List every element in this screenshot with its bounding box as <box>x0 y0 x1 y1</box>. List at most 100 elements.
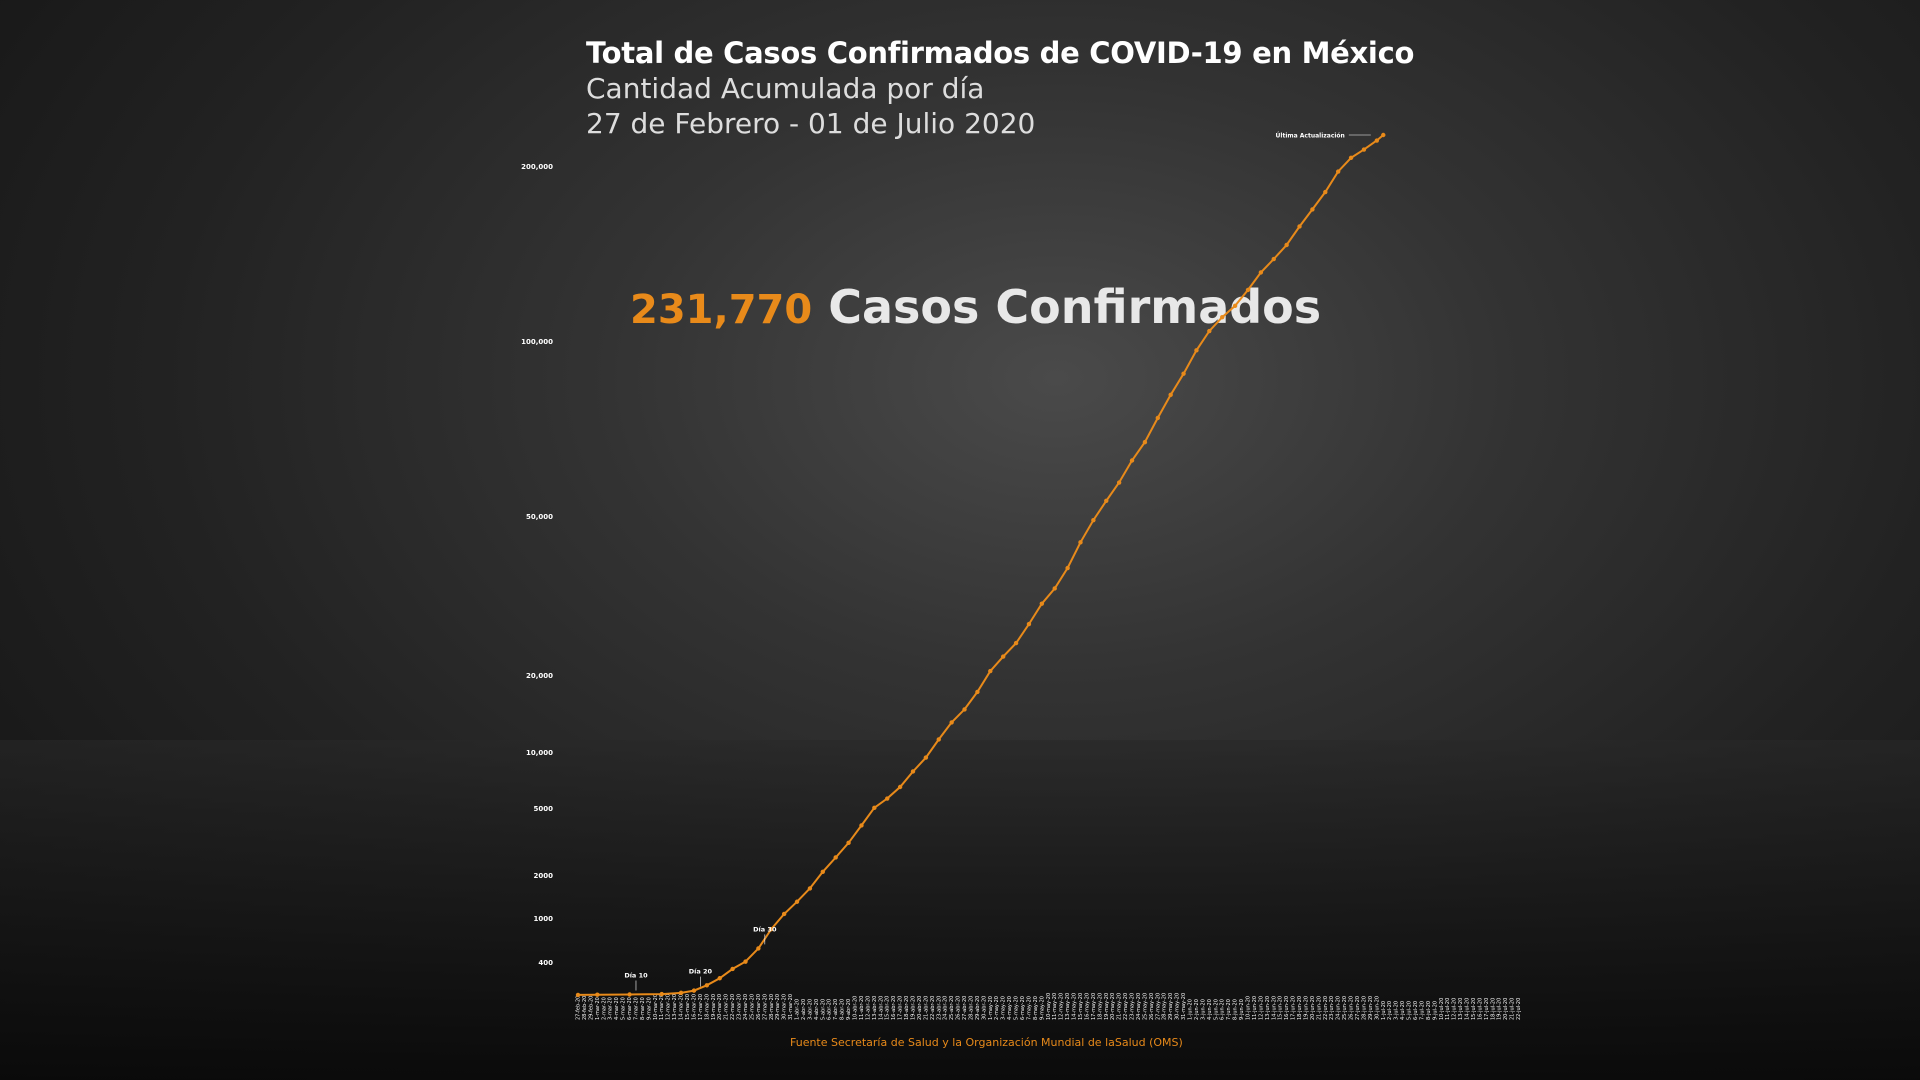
x-tick-label: 18-jul-20 <box>1490 998 1496 1020</box>
x-tick-label: 14-mar-20 <box>679 994 685 1020</box>
x-tick-label: 11-jun-20 <box>1252 996 1258 1020</box>
x-tick-label: 8-mar-20 <box>640 997 646 1020</box>
x-tick-label: 16-mar-20 <box>691 994 697 1020</box>
y-tick-label: 2000 <box>534 872 554 880</box>
x-tick-label: 11-abr-20 <box>859 996 865 1020</box>
x-tick-label: 7-jul-20 <box>1419 1001 1425 1020</box>
data-point <box>1104 498 1109 503</box>
x-tick-label: 3-mar-20 <box>608 997 614 1020</box>
background-floor <box>0 740 1920 1080</box>
data-point <box>781 911 787 917</box>
data-point <box>975 689 980 695</box>
data-point <box>1348 155 1354 161</box>
x-tick-label: 27-may-20 <box>1155 993 1161 1020</box>
x-tick-label: 22-mar-20 <box>730 994 736 1020</box>
x-tick-label: 16-jul-20 <box>1477 998 1483 1020</box>
data-point <box>1207 328 1212 334</box>
x-tick-label: 29-mar-20 <box>775 994 781 1020</box>
x-tick-label: 4-abr-20 <box>814 999 820 1020</box>
x-tick-label: 16-may-20 <box>1084 993 1090 1020</box>
y-tick-label: 100,000 <box>521 338 553 346</box>
x-tick-label: 13-jun-20 <box>1265 996 1271 1020</box>
data-point <box>1013 640 1019 646</box>
data-point <box>678 990 684 996</box>
x-tick-label: 21-abr-20 <box>923 996 929 1020</box>
x-tick-label: 28-feb-20 <box>582 996 588 1020</box>
x-tick-label: 13-abr-20 <box>872 996 878 1020</box>
data-point <box>1220 314 1225 320</box>
x-tick-label: 25-may-20 <box>1142 993 1148 1020</box>
x-tick-label: 15-jun-20 <box>1278 996 1284 1020</box>
x-tick-label: 7-mar-20 <box>633 997 639 1020</box>
x-tick-label: 20-jul-20 <box>1503 998 1509 1020</box>
x-tick-label: 12-abr-20 <box>865 996 871 1020</box>
x-tick-label: 19-may-20 <box>1104 993 1110 1020</box>
x-tick-label: 22-may-20 <box>1123 993 1129 1020</box>
x-tick-label: 19-mar-20 <box>711 994 717 1020</box>
x-tick-label: 28-mar-20 <box>769 994 775 1020</box>
x-tick-label: 20-mar-20 <box>717 994 723 1020</box>
x-tick-label: 29-may-20 <box>1168 993 1174 1020</box>
x-tick-label: 9-jul-20 <box>1432 1001 1438 1020</box>
annotation-label: Día 10 <box>624 972 648 980</box>
data-point <box>1168 392 1173 398</box>
x-tick-label: 22-jun-20 <box>1323 996 1329 1020</box>
x-tick-label: 12-mar-20 <box>666 994 672 1020</box>
x-tick-label: 23-abr-20 <box>936 996 942 1020</box>
data-point <box>1258 270 1264 275</box>
x-tick-label: 31-may-20 <box>1181 993 1187 1020</box>
x-tick-label: 27-abr-20 <box>962 996 968 1020</box>
chart-subtitle: Cantidad Acumulada por día <box>586 72 985 105</box>
x-tick-label: 30-jun-20 <box>1374 996 1380 1020</box>
x-tick-label: 20-abr-20 <box>917 996 923 1020</box>
x-tick-label: 10-mar-20 <box>653 994 659 1020</box>
x-tick-label: 30-mar-20 <box>782 994 788 1020</box>
data-point <box>949 720 954 725</box>
data-point <box>833 855 838 860</box>
x-tick-label: 25-abr-20 <box>949 996 955 1020</box>
x-tick-label: 21-jun-20 <box>1316 996 1322 1020</box>
data-point <box>859 823 864 828</box>
y-tick-label: 10,000 <box>526 749 553 757</box>
x-tick-label: 16-abr-20 <box>891 996 897 1020</box>
x-tick-label: 27-feb-20 <box>576 996 582 1020</box>
data-point <box>756 946 761 951</box>
data-point <box>820 869 826 875</box>
data-point <box>1284 242 1289 248</box>
x-tick-label: 1-mar-20 <box>595 997 601 1020</box>
x-tick-label: 20-jun-20 <box>1310 996 1316 1020</box>
headline-count: 231,770 <box>630 287 813 333</box>
data-point <box>1335 169 1341 174</box>
x-tick-label: 5-jul-20 <box>1407 1001 1413 1020</box>
x-tick-label: 25-mar-20 <box>749 994 755 1020</box>
data-point <box>1155 415 1160 421</box>
data-point <box>910 769 916 774</box>
x-tick-label: 17-jun-20 <box>1291 996 1297 1020</box>
data-point <box>730 966 735 972</box>
x-tick-label: 7-may-20 <box>1026 996 1032 1020</box>
data-point <box>1091 517 1096 523</box>
data-point <box>1000 654 1006 659</box>
data-point <box>1065 565 1070 571</box>
x-tick-label: 28-abr-20 <box>968 996 974 1020</box>
data-point <box>1116 480 1122 485</box>
x-tick-label: 1-jun-20 <box>1188 999 1194 1020</box>
x-tick-label: 30-abr-20 <box>981 996 987 1020</box>
x-tick-label: 16-jun-20 <box>1284 996 1290 1020</box>
x-tick-label: 21-may-20 <box>1117 993 1123 1020</box>
annotation-label: Día 20 <box>689 968 713 976</box>
x-tick-label: 30-may-20 <box>1175 993 1181 1020</box>
x-tick-label: 28-may-20 <box>1162 993 1168 1020</box>
data-point <box>1297 224 1302 229</box>
data-point <box>595 992 600 997</box>
x-tick-label: 17-jul-20 <box>1484 998 1490 1020</box>
title-block: Total de Casos Confirmados de COVID-19 e… <box>586 36 1414 140</box>
x-tick-label: 1-abr-20 <box>795 999 801 1020</box>
data-point <box>691 988 697 993</box>
x-tick-label: 8-jun-20 <box>1233 999 1239 1020</box>
x-tick-label: 17-abr-20 <box>898 996 904 1020</box>
x-tick-label: 3-jul-20 <box>1394 1001 1400 1020</box>
x-tick-label: 18-mar-20 <box>704 994 710 1020</box>
x-tick-label: 19-jun-20 <box>1303 996 1309 1020</box>
data-point <box>807 886 813 891</box>
